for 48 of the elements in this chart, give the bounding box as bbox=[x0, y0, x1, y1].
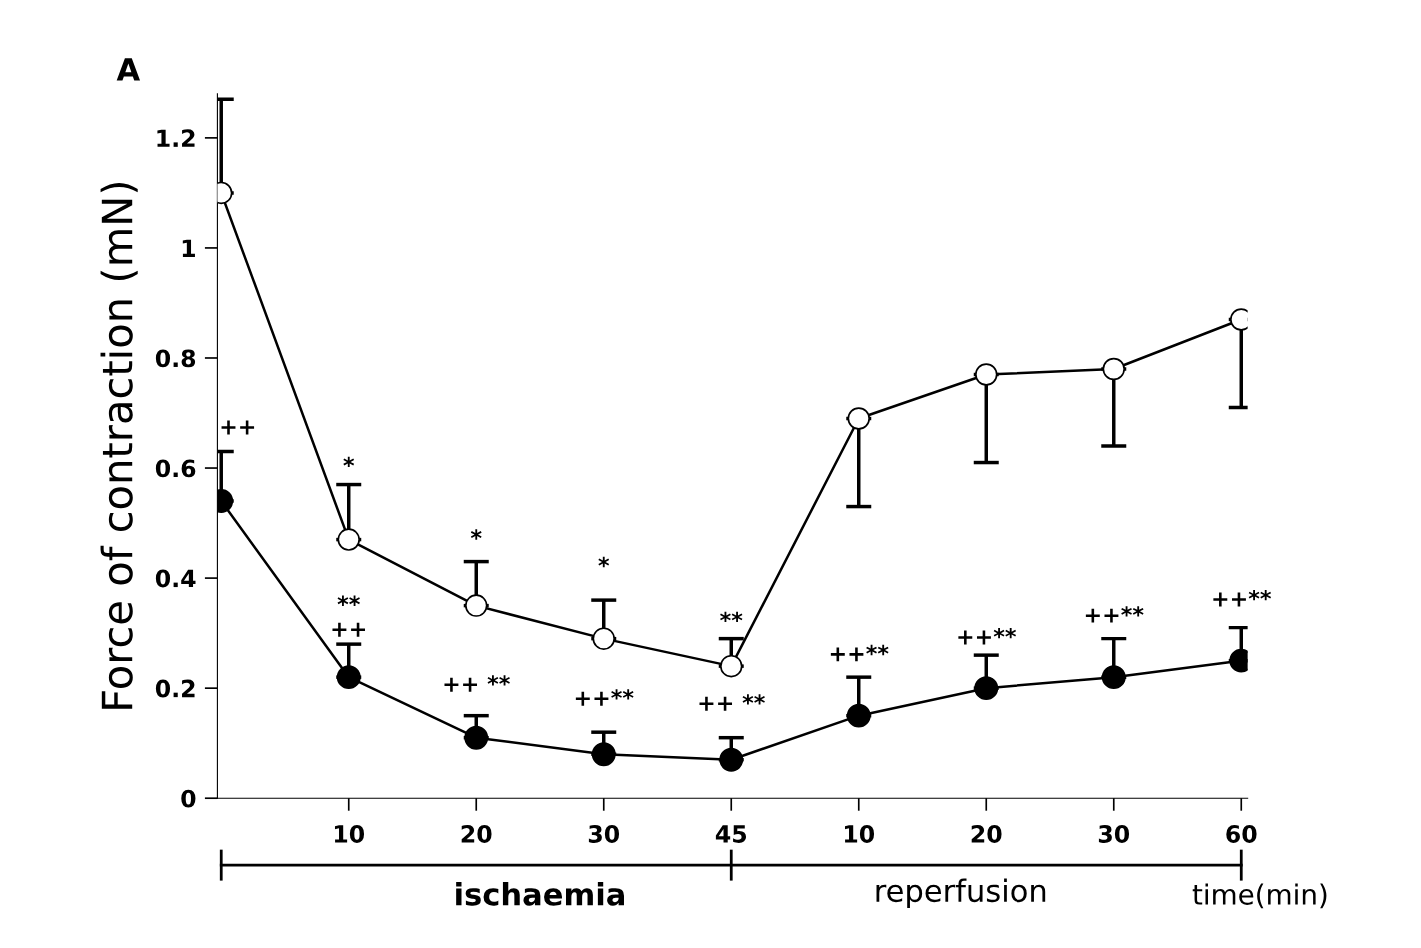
y-tick-label: 1.2 bbox=[157, 129, 195, 147]
x-tick-label: 10 bbox=[844, 825, 875, 843]
annotation: ++ bbox=[221, 420, 255, 435]
y-tick-label: 0.2 bbox=[155, 679, 195, 698]
x-tick-label: 60 bbox=[1226, 825, 1257, 843]
x-tick-label: 45 bbox=[715, 825, 747, 843]
point bbox=[336, 665, 361, 690]
point bbox=[974, 676, 999, 701]
y-tick-label: 0 bbox=[181, 789, 196, 808]
annotation: * bbox=[343, 456, 355, 468]
annotation: ++** bbox=[1085, 606, 1144, 623]
text: A bbox=[116, 58, 141, 81]
y-tick-label: 0.8 bbox=[155, 349, 196, 368]
y-axis-title: Force of contraction (mN) bbox=[100, 182, 138, 709]
annotation: ++ bbox=[332, 622, 365, 637]
annotation: * bbox=[598, 556, 610, 568]
point bbox=[1101, 665, 1126, 690]
annotation: ++ ** bbox=[699, 694, 765, 711]
point bbox=[464, 725, 489, 750]
point bbox=[719, 747, 744, 772]
point bbox=[847, 407, 871, 430]
x-tick-label: 30 bbox=[588, 825, 620, 843]
point bbox=[719, 654, 743, 678]
text: ischaemia bbox=[456, 882, 624, 906]
y-tick-label: 1 bbox=[182, 239, 195, 257]
annotation: ** bbox=[720, 611, 743, 623]
annotation: ** bbox=[337, 595, 360, 606]
x-tick-label: 10 bbox=[334, 825, 365, 843]
y-tick-label: 0.4 bbox=[155, 569, 196, 588]
annotation: ++** bbox=[1213, 589, 1272, 607]
y-tick-label: 0.6 bbox=[155, 459, 196, 478]
x-tick-label: 20 bbox=[971, 825, 1002, 843]
annotation: ++** bbox=[575, 689, 634, 706]
annotation: ++** bbox=[830, 644, 889, 662]
point bbox=[591, 742, 616, 767]
x-tick-label: 20 bbox=[461, 825, 492, 843]
point bbox=[464, 594, 488, 617]
annotation: ++** bbox=[958, 627, 1017, 645]
text: reperfusion bbox=[876, 878, 1046, 909]
point bbox=[975, 363, 998, 386]
x-tick-label: 30 bbox=[1098, 825, 1130, 843]
point bbox=[592, 627, 615, 650]
annotation: * bbox=[470, 529, 482, 540]
x-axis-title: time(min) bbox=[1192, 883, 1327, 909]
point bbox=[1102, 357, 1126, 381]
point bbox=[337, 528, 360, 551]
annotation: ++ ** bbox=[444, 675, 510, 692]
point bbox=[846, 703, 871, 728]
